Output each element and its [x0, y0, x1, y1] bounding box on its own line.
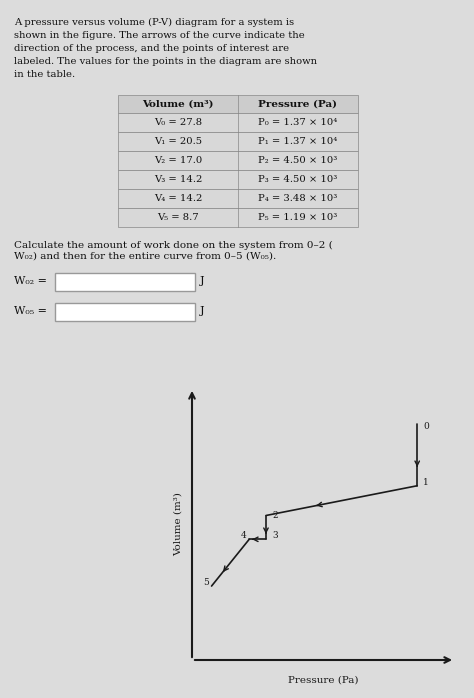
Text: Volume (m³): Volume (m³) [173, 492, 182, 556]
Text: W₀₂ =: W₀₂ = [14, 276, 47, 286]
Text: V₀ = 27.8: V₀ = 27.8 [154, 118, 202, 127]
Text: 0: 0 [423, 422, 429, 431]
Text: A pressure versus volume (P-V) diagram for a system is: A pressure versus volume (P-V) diagram f… [14, 18, 294, 27]
Text: P₃ = 4.50 × 10³: P₃ = 4.50 × 10³ [258, 175, 337, 184]
Text: direction of the process, and the points of interest are: direction of the process, and the points… [14, 44, 289, 53]
Bar [118, 132, 358, 151]
Text: P₄ = 3.48 × 10³: P₄ = 3.48 × 10³ [258, 194, 337, 203]
Bar [118, 170, 358, 189]
Text: J: J [200, 306, 205, 316]
Text: P₁ = 1.37 × 10⁴: P₁ = 1.37 × 10⁴ [258, 137, 337, 146]
Text: Pressure (Pa): Pressure (Pa) [288, 676, 359, 685]
Text: P₅ = 1.19 × 10³: P₅ = 1.19 × 10³ [258, 213, 337, 222]
Text: 3: 3 [272, 530, 278, 540]
Text: 2: 2 [272, 511, 278, 520]
Bar [118, 113, 358, 132]
Bar [118, 151, 358, 170]
Text: Calculate the amount of work done on the system from 0–2 (
W₀₂) and then for the: Calculate the amount of work done on the… [14, 241, 333, 260]
Text: W₀₅ =: W₀₅ = [14, 306, 47, 316]
Text: labeled. The values for the points in the diagram are shown: labeled. The values for the points in th… [14, 57, 317, 66]
Text: Volume (m³): Volume (m³) [142, 100, 214, 108]
Bar [118, 189, 358, 208]
Text: Pressure (Pa): Pressure (Pa) [258, 100, 337, 108]
Text: J: J [200, 276, 205, 286]
Text: P₀ = 1.37 × 10⁴: P₀ = 1.37 × 10⁴ [258, 118, 337, 127]
Text: 4: 4 [241, 530, 247, 540]
Text: 1: 1 [423, 478, 429, 487]
Bar [118, 208, 358, 227]
Text: V₄ = 14.2: V₄ = 14.2 [154, 194, 202, 203]
Text: shown in the figure. The arrows of the curve indicate the: shown in the figure. The arrows of the c… [14, 31, 305, 40]
Text: 5: 5 [203, 577, 210, 586]
Bar [55, 273, 195, 291]
Text: V₅ = 8.7: V₅ = 8.7 [157, 213, 199, 222]
Bar [55, 303, 195, 321]
Text: V₃ = 14.2: V₃ = 14.2 [154, 175, 202, 184]
Text: P₂ = 4.50 × 10³: P₂ = 4.50 × 10³ [258, 156, 337, 165]
Text: in the table.: in the table. [14, 70, 75, 79]
Text: V₂ = 17.0: V₂ = 17.0 [154, 156, 202, 165]
Bar [118, 95, 358, 113]
Text: V₁ = 20.5: V₁ = 20.5 [154, 137, 202, 146]
